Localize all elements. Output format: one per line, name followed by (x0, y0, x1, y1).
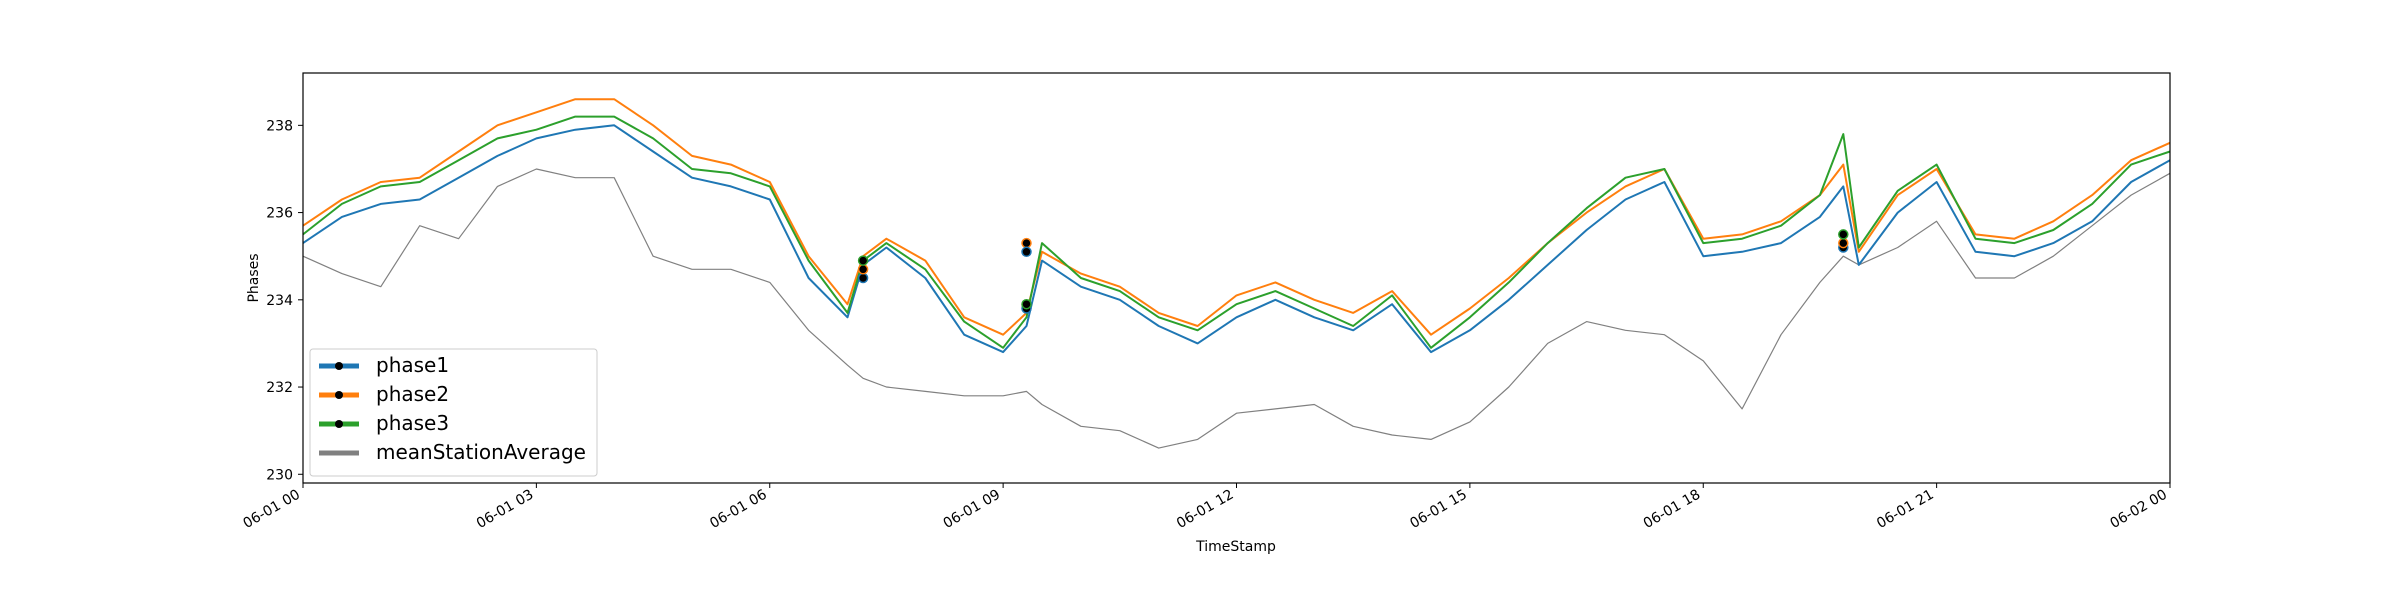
marker-point-phase2 (1021, 237, 1032, 249)
y-tick-label-230: 230 (266, 467, 293, 483)
legend-entry-phase3: phase3 (319, 411, 449, 435)
y-axis-label: Phases (246, 253, 262, 302)
y-tick-label-236: 236 (266, 206, 293, 222)
marker-point-phase3 (857, 255, 869, 266)
y-axis: 230 232 234 236 238 (266, 118, 303, 483)
series-line-phase2 (302, 98, 2171, 336)
y-tick-label-232: 232 (266, 380, 293, 396)
marker-point-phase1 (1021, 246, 1032, 258)
marker-point-phase1 (857, 272, 869, 284)
legend-entry-phase2: phase2 (319, 382, 449, 406)
legend-label-phase2: phase2 (376, 382, 449, 406)
marker-point-phase3 (1838, 229, 1849, 240)
legend-marker-phase3 (335, 420, 343, 428)
y-tick-label-234: 234 (266, 293, 293, 309)
series-line-meanStationAverage (302, 168, 2171, 449)
legend-entry-phase1: phase1 (319, 353, 449, 377)
legend-entry-meanStationAverage: meanStationAverage (319, 440, 586, 464)
series-line-phase3 (302, 115, 2171, 349)
legend-label-phase1: phase1 (376, 353, 449, 377)
y-tick-label-238: 238 (266, 118, 293, 134)
legend-label-phase3: phase3 (376, 411, 449, 435)
plot-area (302, 98, 2171, 449)
x-axis-label: TimeStamp (1195, 539, 1276, 555)
marker-point-phase3 (1021, 298, 1032, 310)
legend-box (309, 348, 598, 477)
legend-marker-phase2 (335, 391, 343, 399)
marker-point-phase2 (1838, 237, 1849, 249)
marker-point-phase2 (857, 264, 869, 275)
series-line-phase1 (302, 124, 2171, 354)
legend: phase1 phase2 phase3 meanStationAverage (309, 348, 598, 477)
legend-label-meanStationAverage: meanStationAverage (376, 440, 586, 464)
legend-marker-phase1 (335, 362, 343, 370)
